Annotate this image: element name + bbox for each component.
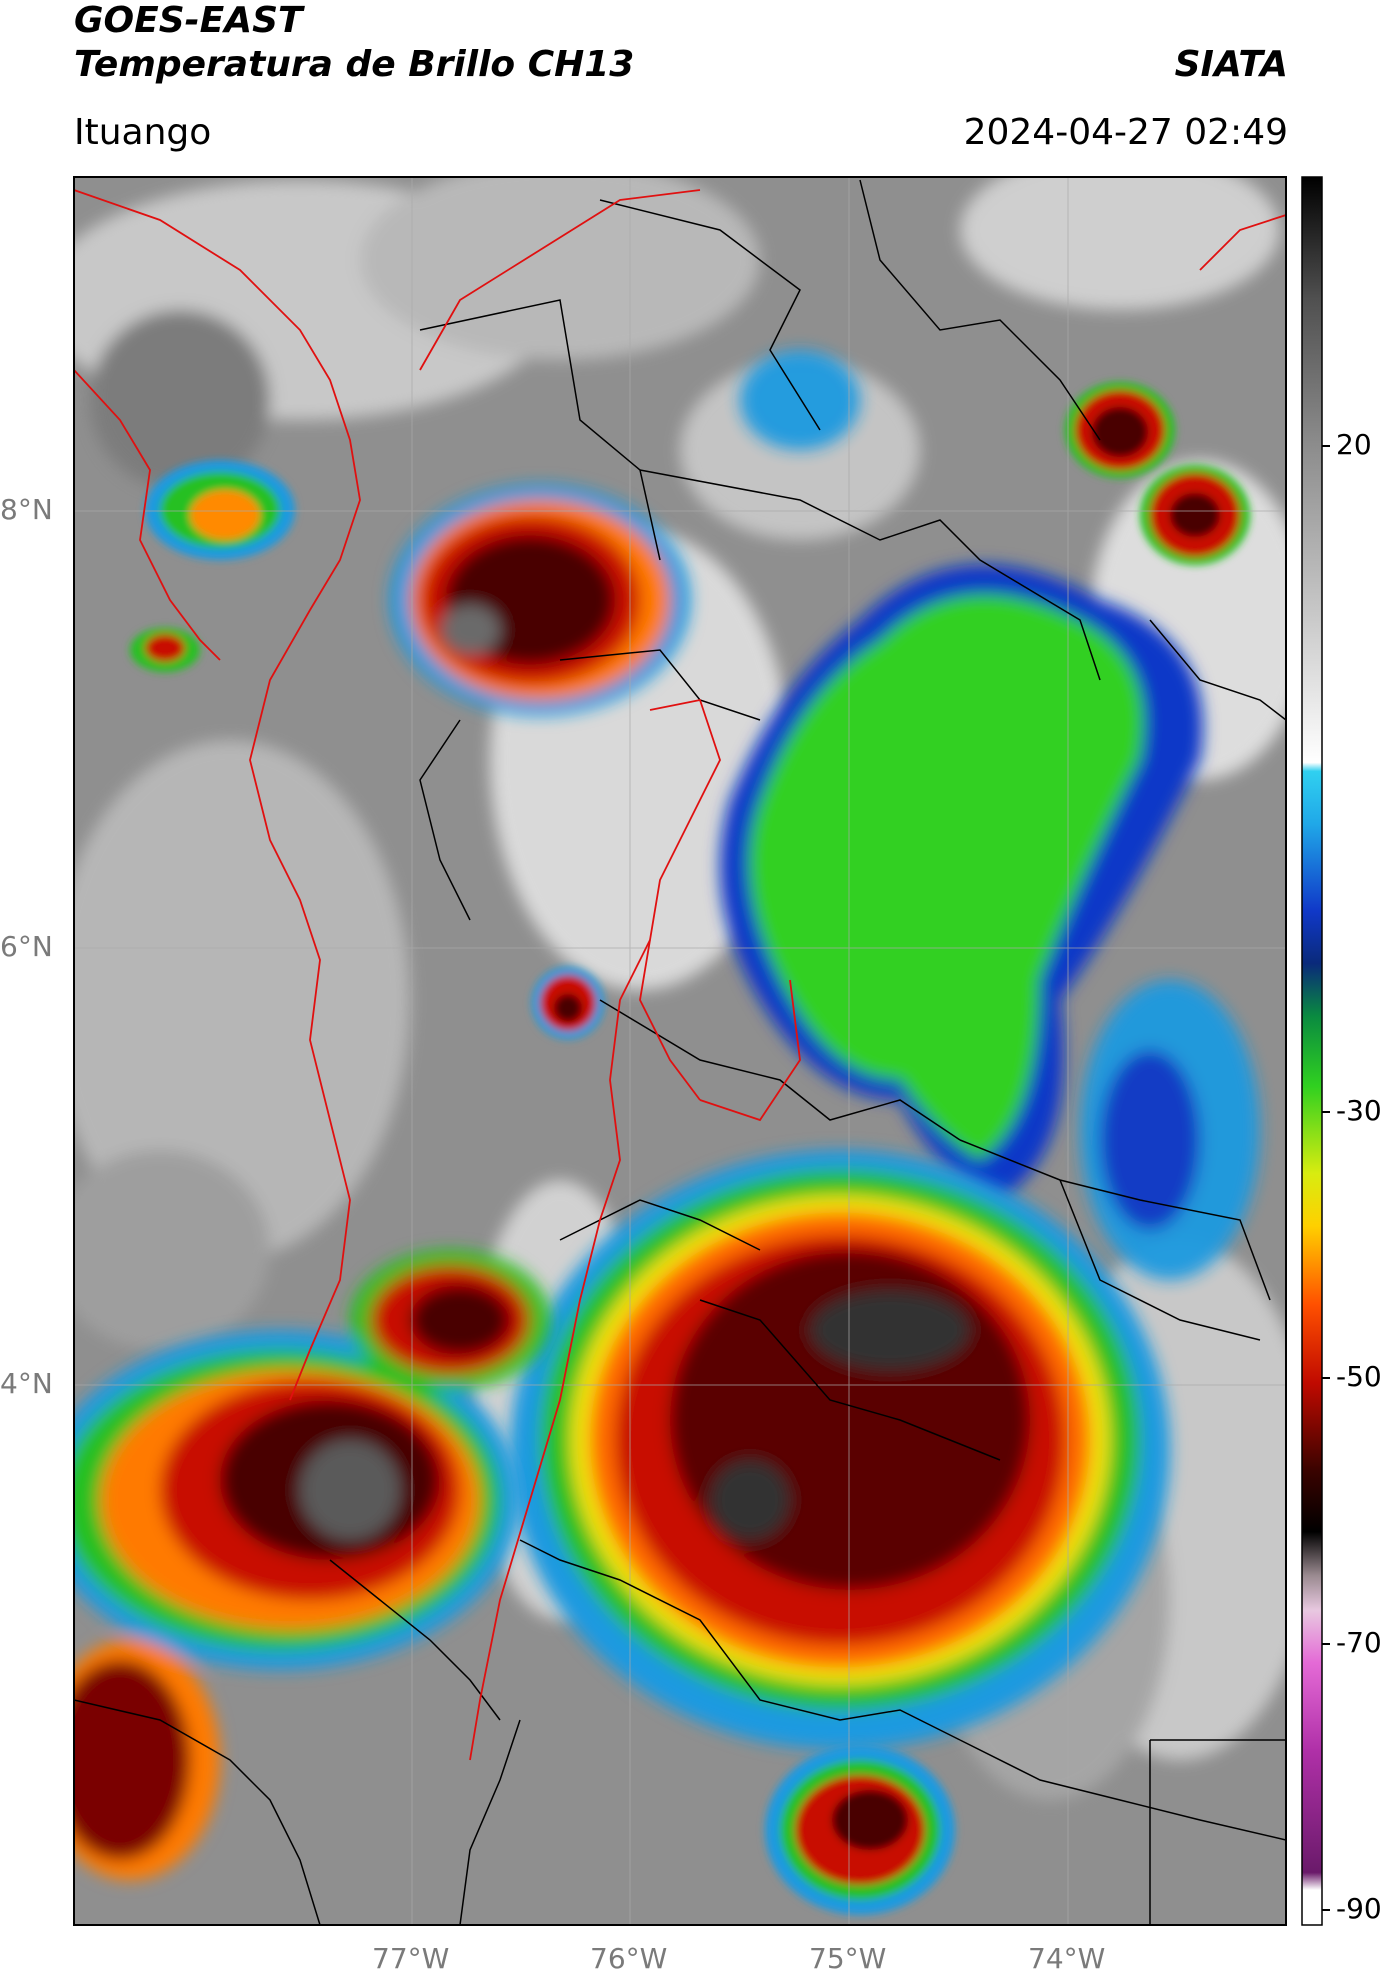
datetime-label: 2024-04-27 02:49	[963, 112, 1288, 153]
location-label: Ituango	[74, 112, 212, 153]
satellite-title: GOES-EAST	[74, 0, 303, 41]
colorbar-tick-minus70: -70	[1336, 1626, 1382, 1659]
lat-label-6n: 6°N	[0, 930, 53, 963]
lon-label-76w: 76°W	[590, 1942, 668, 1975]
lat-label-8n: 8°N	[0, 493, 53, 526]
agency-label: SIATA	[1174, 44, 1288, 85]
product-title: Temperatura de Brillo CH13	[74, 44, 635, 85]
colorbar-tick-20: 20	[1336, 428, 1372, 461]
lon-label-75w: 75°W	[809, 1942, 887, 1975]
lon-label-77w: 77°W	[372, 1942, 450, 1975]
colorbar-tick-minus90: -90	[1336, 1892, 1382, 1925]
lat-label-4n: 4°N	[0, 1367, 53, 1400]
colorbar-tick-minus30: -30	[1336, 1094, 1382, 1127]
lon-label-74w: 74°W	[1028, 1942, 1106, 1975]
colorbar-bar	[1301, 176, 1323, 1926]
colorbar-tick-minus50: -50	[1336, 1360, 1382, 1393]
